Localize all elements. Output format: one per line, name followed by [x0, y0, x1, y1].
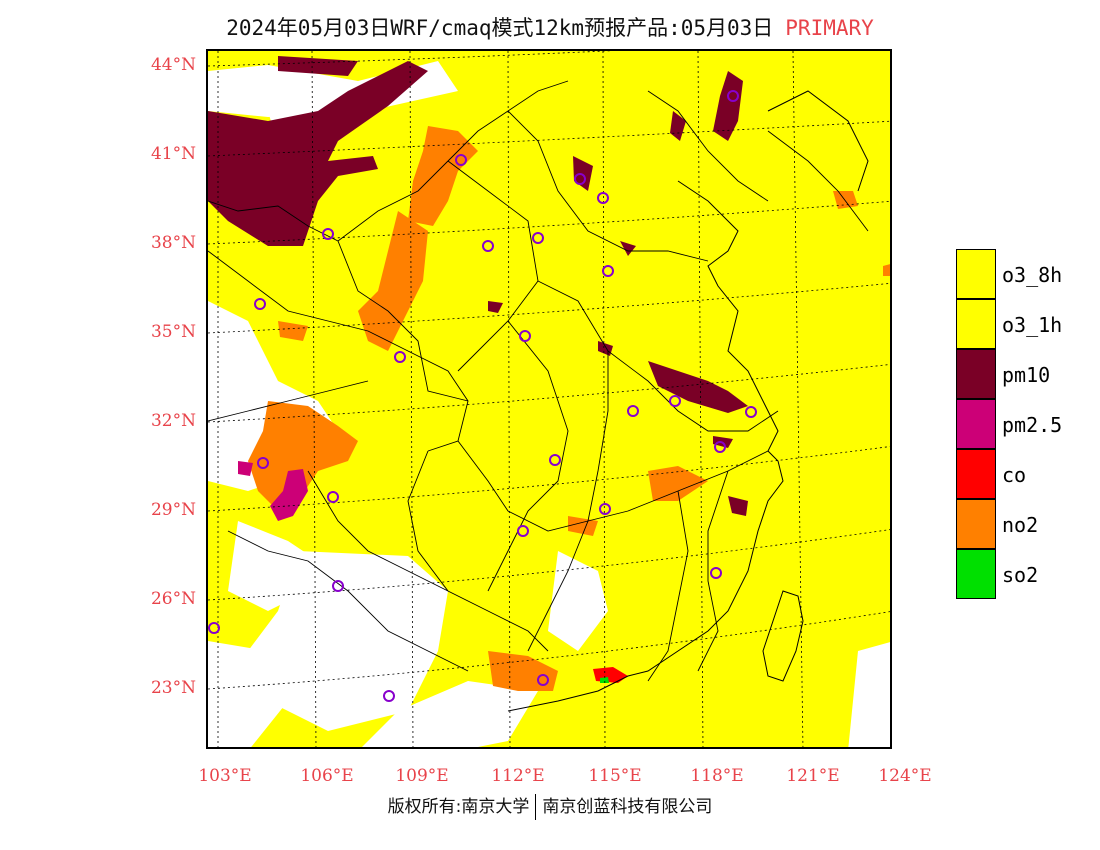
lat-label-32: 32°N	[150, 411, 196, 431]
graticule	[208, 51, 890, 747]
lat-label-44: 44°N	[150, 55, 196, 75]
lat-label-23: 23°N	[150, 678, 196, 698]
lat-label-26: 26°N	[150, 589, 196, 609]
map-title: 2024年05月03日WRF/cmaq模式12km预报产品:05月03日 PRIM…	[0, 12, 1100, 42]
legend-label: so2	[1002, 563, 1039, 587]
clean-areas	[208, 61, 890, 747]
legend-swatch	[956, 549, 996, 599]
pm25-areas	[238, 461, 308, 521]
legend-swatch	[956, 299, 996, 349]
lon-label-115: 115°E	[588, 766, 642, 786]
pollutant-map	[206, 49, 892, 749]
legend-label: co	[1002, 463, 1027, 487]
lon-label-109: 109°E	[395, 766, 449, 786]
lon-label-121: 121°E	[786, 766, 840, 786]
so2-area	[600, 677, 609, 683]
map-canvas	[208, 51, 890, 747]
legend-label: o3_1h	[1002, 313, 1063, 337]
legend-swatch	[956, 249, 996, 299]
legend-swatch	[956, 449, 996, 499]
copyright-right: 南京创蓝科技有限公司	[542, 797, 713, 817]
lon-label-112: 112°E	[491, 766, 545, 786]
primary-badge: PRIMARY	[785, 16, 874, 40]
city-markers	[208, 90, 757, 702]
legend-label: o3_8h	[1002, 263, 1063, 287]
coastline	[507, 90, 869, 712]
lon-label-106: 106°E	[300, 766, 354, 786]
lat-label-41: 41°N	[150, 144, 196, 164]
lat-label-38: 38°N	[150, 233, 196, 253]
legend-label: no2	[1002, 513, 1039, 537]
legend-swatch	[956, 499, 996, 549]
copyright: 版权所有:南京大学 南京创蓝科技有限公司	[0, 792, 1100, 820]
legend-swatch	[956, 399, 996, 449]
legend-swatch	[956, 349, 996, 399]
copyright-left: 版权所有:南京大学	[387, 797, 530, 817]
title-text: 2024年05月03日WRF/cmaq模式12km预报产品:05月03日	[226, 16, 774, 40]
lon-label-103: 103°E	[198, 766, 252, 786]
lon-label-124: 124°E	[878, 766, 932, 786]
legend-label: pm2.5	[1002, 413, 1063, 437]
copyright-divider	[535, 794, 537, 820]
lon-label-118: 118°E	[690, 766, 744, 786]
legend-label: pm10	[1002, 363, 1051, 387]
lat-label-35: 35°N	[150, 322, 196, 342]
province-borders	[208, 80, 869, 682]
lat-label-29: 29°N	[150, 500, 196, 520]
co-area	[593, 667, 628, 683]
